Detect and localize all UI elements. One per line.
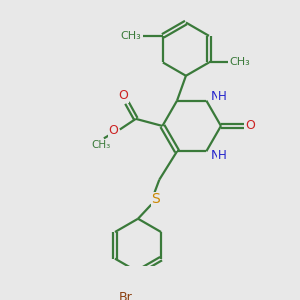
Text: Br: Br <box>119 291 133 300</box>
Text: CH₃: CH₃ <box>92 140 111 151</box>
Text: O: O <box>109 124 118 137</box>
Text: S: S <box>152 192 160 206</box>
Text: H: H <box>218 149 227 162</box>
Text: CH₃: CH₃ <box>121 31 141 41</box>
Text: O: O <box>245 119 255 133</box>
Text: O: O <box>118 89 128 102</box>
Text: CH₃: CH₃ <box>230 58 250 68</box>
Text: N: N <box>211 149 220 162</box>
Text: N: N <box>211 90 220 103</box>
Text: H: H <box>218 90 227 103</box>
